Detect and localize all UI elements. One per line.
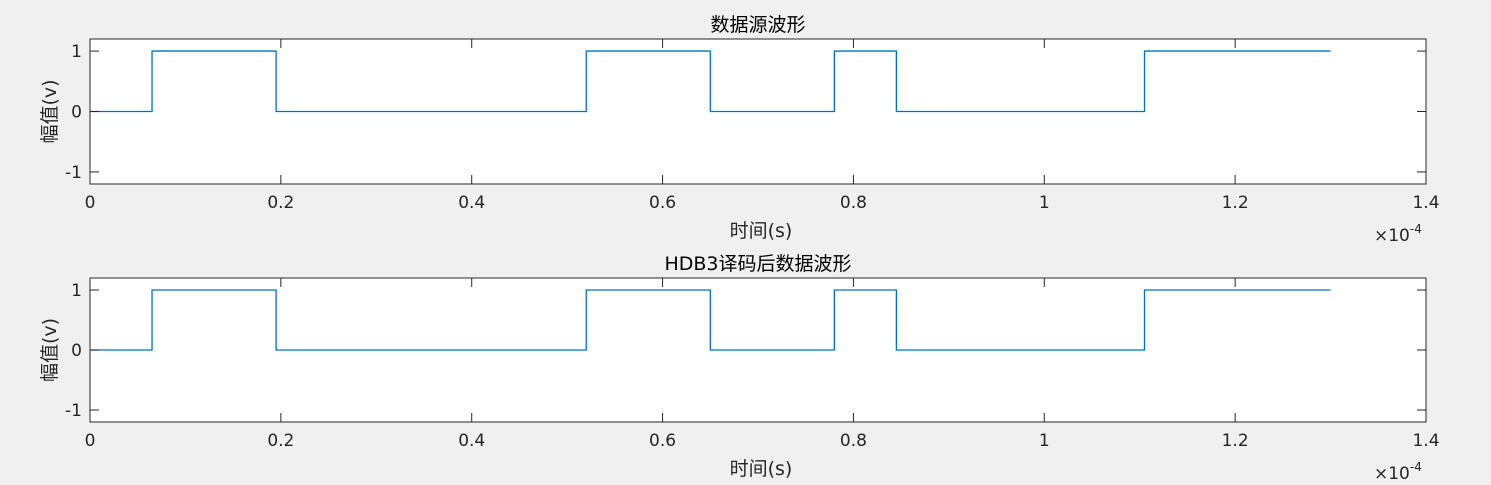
y-tick-label: 1: [71, 281, 82, 301]
x-axis-label: 时间(s): [730, 220, 793, 242]
x-tick-label: 1: [1039, 431, 1050, 451]
y-tick-label: -1: [65, 163, 82, 183]
x-tick-label: 0.4: [458, 431, 485, 451]
x-tick-label: 0: [85, 431, 96, 451]
chart-title: 数据源波形: [710, 14, 805, 36]
x-tick-label: 0.6: [649, 193, 676, 213]
x-tick-label: 0.8: [840, 193, 867, 213]
series-line: [90, 50, 1331, 113]
x-tick-label: 1.2: [1222, 193, 1249, 213]
y-tick-label: 1: [71, 42, 82, 62]
y-tick-label: 0: [71, 341, 82, 361]
x-tick-label: 0: [85, 193, 96, 213]
x-tick-label: 1.4: [1412, 193, 1439, 213]
x-tick-label: 0.4: [458, 193, 485, 213]
x-axis-exponent: ×10-4: [1374, 222, 1422, 246]
series-line: [90, 289, 1331, 351]
x-axis-label: 时间(s): [730, 458, 793, 480]
x-tick-label: 1.4: [1412, 431, 1439, 451]
y-tick-label: -1: [65, 401, 82, 421]
y-axis-label: 幅值(v): [39, 318, 61, 382]
subplot-1: 0 0.2 0.4 0.6 0.8 1 1.2 1.4-101数据源波形时间(s)幅值(v)×…: [39, 14, 1440, 246]
x-axis-exponent-base: ×10: [1374, 464, 1410, 484]
x-axis-exponent-power: -4: [1410, 222, 1422, 236]
x-axis-exponent: ×10-4: [1374, 460, 1422, 484]
x-tick-label: 0.2: [267, 431, 294, 451]
chart-title: HDB3译码后数据波形: [664, 253, 851, 275]
x-tick-label: 0.6: [649, 431, 676, 451]
x-tick-label: 0.8: [840, 431, 867, 451]
y-tick-label: 0: [71, 103, 82, 123]
x-tick-label: 1.2: [1222, 431, 1249, 451]
x-axis-exponent-base: ×10: [1374, 226, 1410, 246]
x-axis-exponent-power: -4: [1410, 460, 1422, 474]
x-tick-label: 1: [1039, 193, 1050, 213]
y-axis-label: 幅值(v): [39, 79, 61, 143]
subplot-2: 0 0.2 0.4 0.6 0.8 1 1.2 1.4-101HDB3译码后数据波形时间(s)…: [39, 253, 1440, 484]
x-tick-label: 0.2: [267, 193, 294, 213]
